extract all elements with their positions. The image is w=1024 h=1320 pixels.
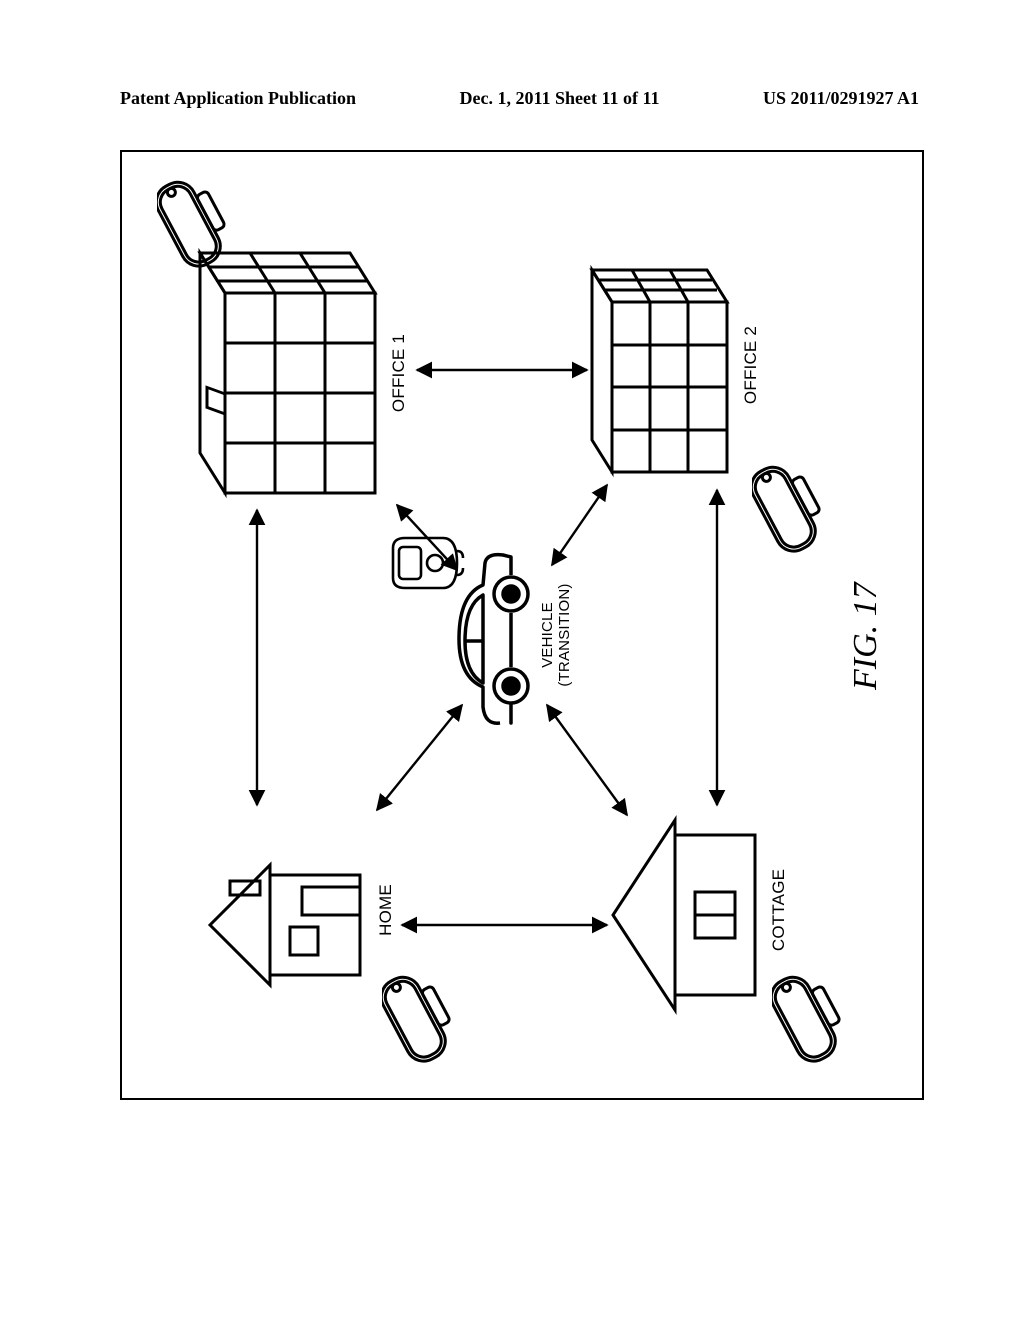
- phone-icon: [382, 960, 457, 1070]
- header-right: US 2011/0291927 A1: [763, 88, 919, 109]
- building-icon: [587, 260, 737, 480]
- house-icon: [202, 840, 372, 1010]
- building-icon: [195, 243, 385, 503]
- phone-icon: [772, 960, 847, 1070]
- office1-label: OFFICE 1: [389, 243, 409, 503]
- node-office1: OFFICE 1: [195, 243, 409, 503]
- header-center: Dec. 1, 2011 Sheet 11 of 11: [460, 88, 660, 109]
- vehicle-label-2: (TRANSITION): [556, 535, 573, 735]
- page-header: Patent Application Publication Dec. 1, 2…: [120, 88, 919, 109]
- node-office2: OFFICE 2: [587, 250, 761, 480]
- vehicle-label-1: VEHICLE: [539, 535, 556, 735]
- diagram: HOME: [127, 185, 917, 1065]
- cottage-icon: [605, 810, 765, 1020]
- phone-cottage: [772, 960, 847, 1070]
- header-left: Patent Application Publication: [120, 88, 356, 109]
- figure-caption: FIG. 17: [847, 582, 885, 690]
- figure-frame: HOME: [120, 150, 924, 1100]
- phone-office2: [752, 450, 827, 560]
- node-home: HOME: [202, 810, 396, 1010]
- office2-label: OFFICE 2: [741, 250, 761, 480]
- node-cottage: COTTAGE: [605, 800, 789, 1020]
- phone-office1: [157, 165, 232, 275]
- fob-vehicle: [385, 533, 465, 593]
- phone-icon: [157, 165, 232, 275]
- phone-home: [382, 960, 457, 1070]
- remote-icon: [385, 533, 465, 593]
- phone-icon: [752, 450, 827, 560]
